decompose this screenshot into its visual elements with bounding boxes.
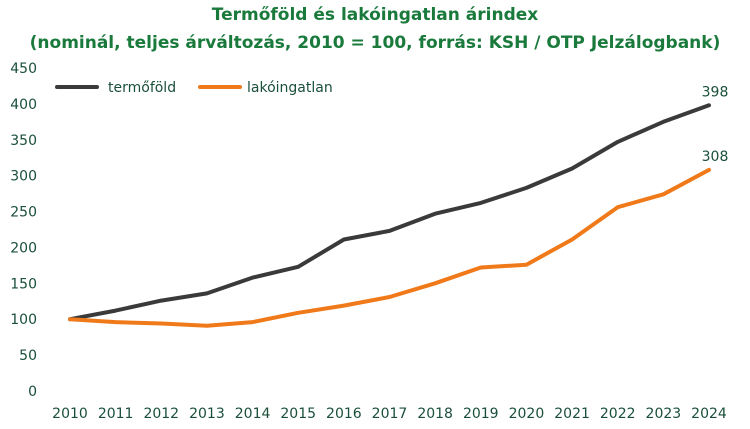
y-axis: 0 50 100 150 200 250 300 350 400 450: [10, 61, 37, 400]
x-tick-label: 2016: [326, 406, 362, 422]
y-tick-label: 100: [10, 312, 37, 328]
x-tick-label: 2013: [189, 406, 225, 422]
x-tick-label: 2010: [52, 406, 88, 422]
y-tick-label: 50: [19, 348, 37, 364]
series-line-2: [68, 167, 711, 328]
chart-subtitle: (nominál, teljes árváltozás, 2010 = 100,…: [30, 33, 721, 53]
end-value-label: 308: [702, 149, 729, 165]
x-tick-label: 2023: [646, 406, 682, 422]
y-tick-label: 250: [10, 205, 37, 221]
chart-title: Termőföld és lakóingatlan árindex: [212, 5, 539, 25]
x-tick-label: 2021: [554, 406, 590, 422]
x-tick-label: 2011: [98, 406, 134, 422]
y-tick-label: 400: [10, 97, 37, 113]
x-tick-label: 2018: [417, 406, 453, 422]
y-tick-label: 350: [10, 133, 37, 149]
y-tick-label: 150: [10, 276, 37, 292]
legend: termőföld lakóingatlan: [55, 80, 333, 96]
x-tick-label: 2020: [509, 406, 545, 422]
x-tick-label: 2015: [280, 406, 316, 422]
x-tick-label: 2017: [372, 406, 408, 422]
x-tick-label: 2012: [143, 406, 179, 422]
x-tick-label: 2014: [235, 406, 271, 422]
y-tick-label: 200: [10, 240, 37, 256]
x-tick-label: 2019: [463, 406, 499, 422]
series-layer: 398 308: [68, 84, 729, 328]
x-axis: 2010 2011 2012 2013 2014 2015 2016 2017 2018 2019…: [52, 406, 727, 422]
x-tick-label: 2024: [691, 406, 727, 422]
y-tick-label: 300: [10, 169, 37, 185]
legend-label: termőföld: [108, 80, 176, 96]
end-value-label: 398: [702, 84, 729, 100]
y-tick-label: 0: [28, 384, 37, 400]
y-tick-label: 450: [10, 61, 37, 77]
legend-label: lakóingatlan: [247, 80, 333, 96]
x-tick-label: 2022: [600, 406, 636, 422]
